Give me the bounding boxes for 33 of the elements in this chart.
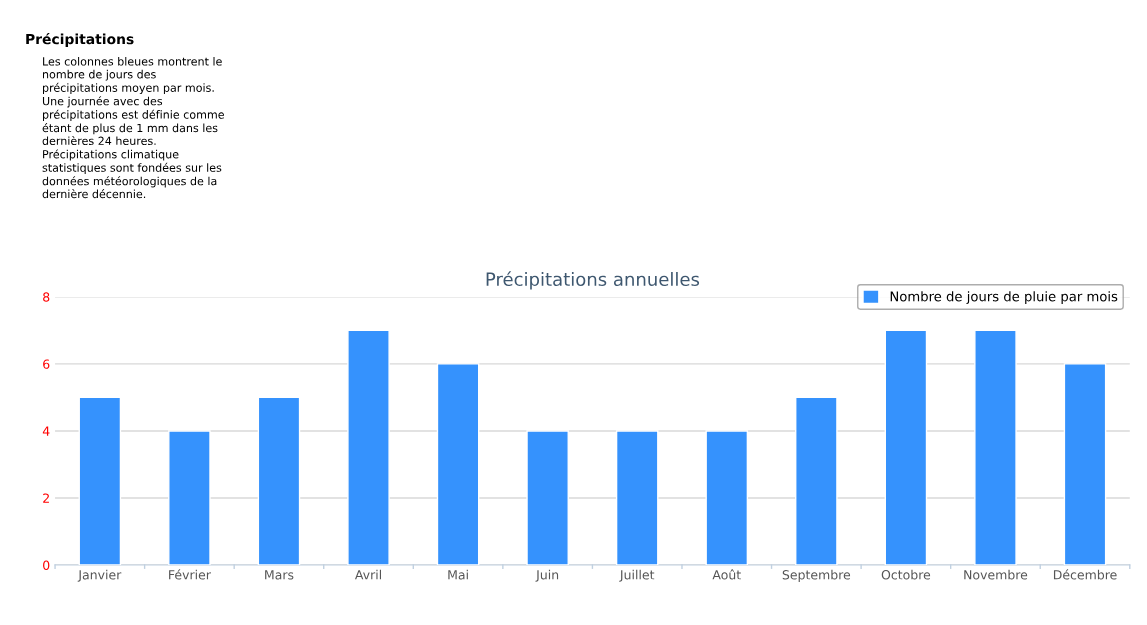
bar (974, 329, 1017, 565)
x-tick-label: Février (169, 569, 211, 580)
x-tick-label: Mars (265, 570, 294, 580)
x-tick-label: Avril (354, 569, 381, 580)
bar (795, 396, 838, 565)
text: Précipitations (26, 33, 134, 47)
bar (615, 430, 659, 565)
text: Les colonnes bleues montrent le nombre de jours des précipitations moyen par mois. Une journée avec des précipitations est définie comme étant de plus de 1 mm dans les dernières 24 heures. Précipitations climatique statistiques sont fondées sur les données météorologiques de la dernière décennie. (42, 57, 225, 199)
x-tick-label: Août (712, 569, 741, 580)
x-tick-label: Décembre (1053, 569, 1117, 580)
bar (347, 329, 390, 565)
y-tick-label: 6 (43, 359, 50, 369)
y-tick-label: 8 (43, 292, 50, 302)
x-tick-label: Mai (448, 569, 468, 580)
x-tick-label: Juillet (619, 569, 655, 582)
bar (884, 329, 928, 565)
bar (1063, 363, 1107, 565)
bar (705, 430, 749, 565)
bar (526, 430, 569, 565)
bar (78, 396, 122, 565)
x-tick-label: Octobre (881, 569, 931, 580)
x-tick-label: Juin (535, 569, 559, 582)
x-tick-label: Janvier (77, 569, 122, 582)
x-tick-label: Septembre (782, 569, 851, 582)
bar (257, 396, 301, 565)
y-tick-label: 2 (43, 493, 49, 503)
x-tick-label: Novembre (964, 569, 1028, 580)
bar (436, 363, 480, 565)
chart-title: Précipitations annuelles (486, 271, 700, 290)
legend-label: Nombre de jours de pluie par mois (890, 291, 1118, 304)
y-tick-label: 4 (42, 426, 50, 436)
bar (168, 430, 211, 565)
y-tick-label: 0 (43, 560, 50, 570)
